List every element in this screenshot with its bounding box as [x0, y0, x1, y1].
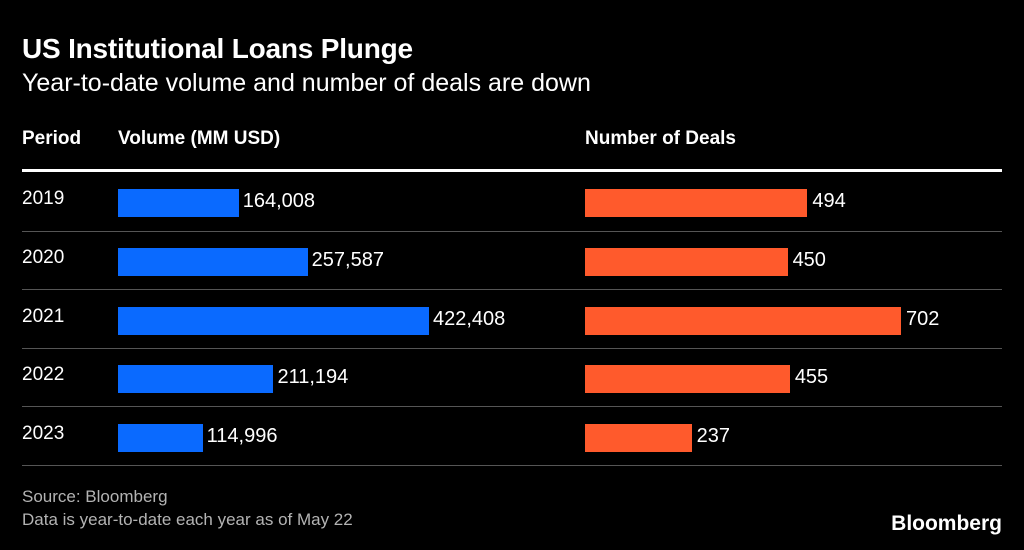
volume-value-label: 164,008 [242, 190, 316, 213]
period-label: 2021 [22, 305, 65, 327]
header-rule [22, 169, 1002, 172]
period-label: 2020 [22, 246, 65, 268]
volume-bar [118, 247, 308, 276]
volume-bar [118, 423, 203, 452]
deals-bar [585, 247, 788, 276]
bloomberg-logo: Bloomberg [891, 512, 1002, 535]
volume-value-label: 257,587 [311, 248, 384, 271]
deals-bar [585, 365, 790, 394]
deals-bar [585, 423, 692, 452]
volume-value-label: 211,194 [277, 366, 349, 389]
source-text: Source: Bloomberg [22, 487, 168, 506]
row-divider [22, 465, 1002, 466]
row-divider [22, 406, 1002, 408]
volume-value-label: 114,996 [206, 424, 278, 447]
volume-column-header: Volume (MM USD) [118, 128, 281, 149]
row-divider [22, 289, 1002, 291]
deals-value-label: 702 [906, 307, 940, 330]
period-label: 2019 [22, 188, 65, 210]
note-text: Data is year-to-date each year as of May… [22, 510, 353, 529]
deals-value-label: 455 [794, 366, 829, 389]
row-divider [22, 347, 1002, 349]
period-label: 2022 [22, 364, 65, 386]
chart-subtitle: Year-to-date volume and number of deals … [22, 69, 591, 97]
deals-bar [585, 189, 808, 218]
deals-value-label: 450 [792, 248, 826, 271]
deals-bar [585, 306, 901, 335]
deals-column-header: Number of Deals [585, 128, 736, 149]
period-label: 2023 [22, 422, 65, 444]
period-column-header: Period [22, 128, 82, 149]
volume-value-label: 422,408 [433, 307, 506, 330]
volume-bar [118, 365, 274, 394]
chart-footnote: Source: Bloomberg Data is year-to-date e… [22, 485, 353, 531]
volume-bar [118, 189, 239, 218]
chart-title: US Institutional Loans Plunge [22, 33, 413, 64]
row-divider [22, 230, 1002, 232]
deals-value-label: 494 [812, 190, 846, 213]
deals-value-label: 237 [696, 424, 731, 447]
volume-bar [118, 306, 429, 335]
